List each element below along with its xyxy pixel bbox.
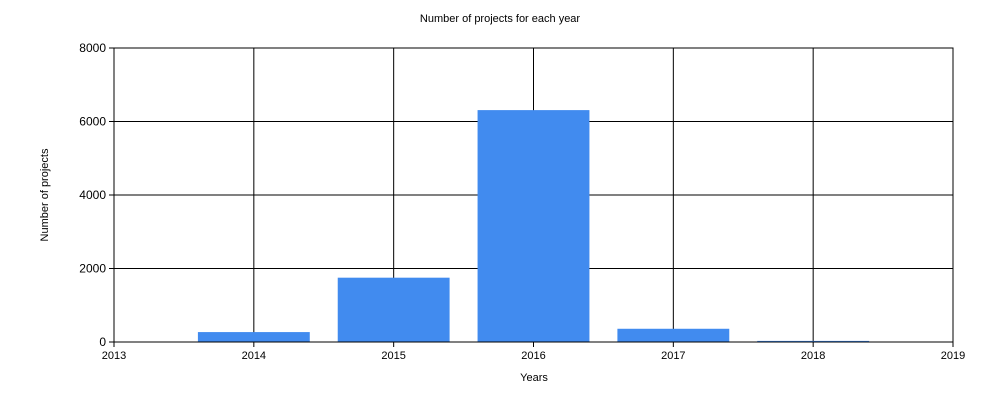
bar-2015 xyxy=(337,277,450,342)
bar-2014 xyxy=(197,332,310,342)
x-tick-label: 2018 xyxy=(801,350,825,362)
chart-title: Number of projects for each year xyxy=(420,13,581,25)
y-axis-label: Number of projects xyxy=(39,148,51,241)
y-tick-label: 4000 xyxy=(79,188,106,202)
axes xyxy=(113,47,954,343)
x-axis-label: Years xyxy=(520,372,548,384)
x-tick-label: 2014 xyxy=(242,350,266,362)
x-tick-label: 2013 xyxy=(102,350,126,362)
y-tick-label: 6000 xyxy=(79,115,106,129)
x-tick-label: 2016 xyxy=(521,350,545,362)
x-tick-label: 2019 xyxy=(941,350,965,362)
plot-frame xyxy=(113,47,954,343)
y-tick-label: 0 xyxy=(99,335,106,349)
bar-2018 xyxy=(757,340,870,342)
y-tick-label: 2000 xyxy=(79,262,106,276)
bar-2016 xyxy=(477,110,590,342)
tick-labels: 2013 2014 2015 2016 2017 2018 2019 0 2000 4000 600… xyxy=(79,41,965,362)
bar-2017 xyxy=(617,328,730,342)
y-tick-label: 8000 xyxy=(79,41,106,55)
x-tick-label: 2017 xyxy=(661,350,685,362)
bars xyxy=(197,110,870,342)
x-tick-label: 2015 xyxy=(381,350,405,362)
